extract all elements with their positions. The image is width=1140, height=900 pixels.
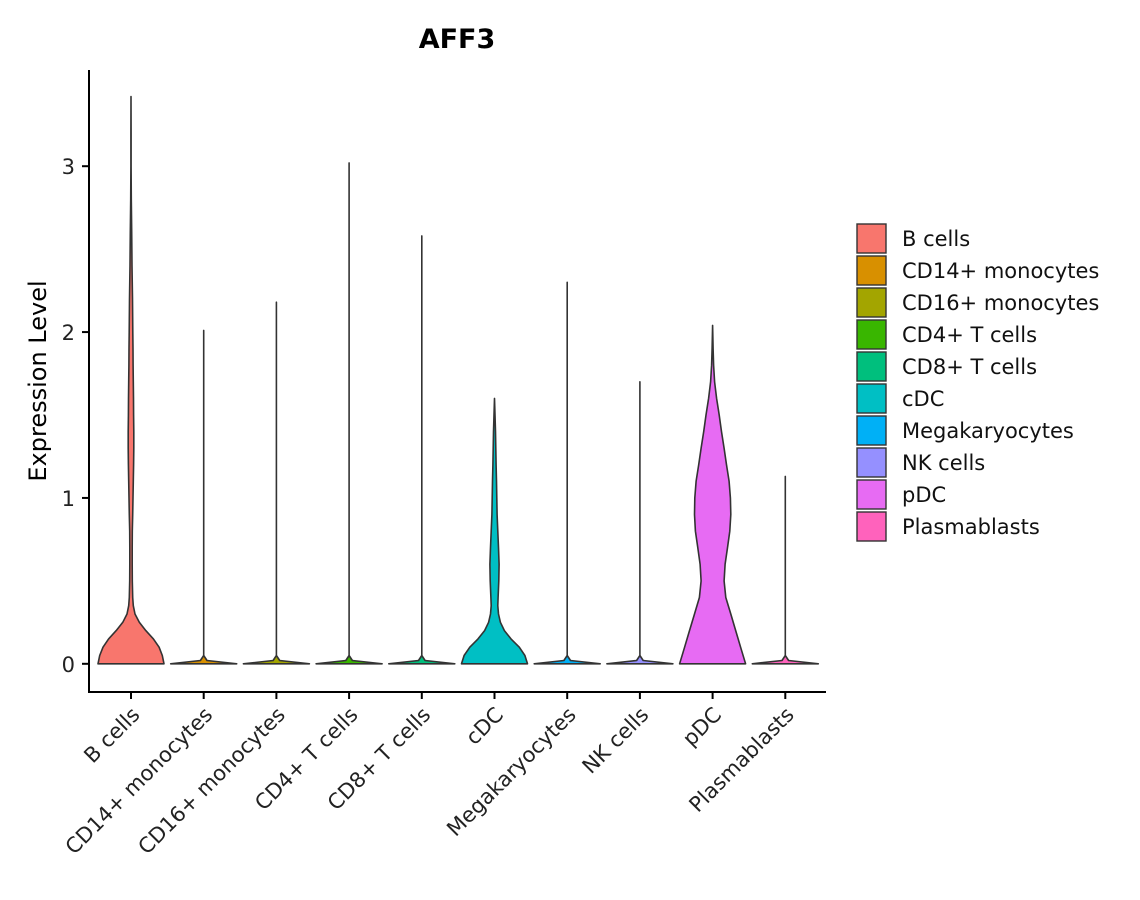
legend-swatch	[856, 319, 887, 350]
x-tick-label: cDC	[461, 703, 508, 750]
legend-swatch	[856, 511, 887, 542]
y-tick-label: 3	[62, 155, 75, 179]
legend: B cells CD14+ monocytes CD16+ monocytes CD4…	[856, 223, 1099, 542]
legend-swatch	[856, 447, 887, 478]
violin-cd16-monocytes	[242, 301, 311, 665]
y-axis-title: Expression Level	[24, 280, 52, 481]
legend-swatch	[856, 351, 887, 382]
x-tick-label: Megakaryocytes	[442, 703, 581, 842]
violin-pdc	[678, 324, 747, 665]
x-tick-label: B cells	[79, 703, 144, 768]
y-tick-label: 0	[62, 653, 75, 677]
legend-swatch	[856, 415, 887, 446]
violin-cd4-t-cells	[315, 162, 383, 665]
violin-megakaryocytes	[533, 281, 601, 665]
legend-label: CD8+ T cells	[902, 355, 1037, 379]
legend-swatch	[856, 255, 887, 286]
violin-cd14-monocytes	[169, 329, 238, 665]
legend-label: pDC	[902, 483, 946, 507]
violin-nk-cells	[606, 381, 674, 665]
legend-swatch	[856, 287, 887, 318]
chart-title: AFF3	[419, 24, 496, 55]
legend-label: CD16+ monocytes	[902, 291, 1099, 315]
violin-cd8-t-cells	[388, 235, 456, 665]
y-tick-label: 2	[62, 321, 75, 345]
legend-swatch	[856, 479, 887, 510]
legend-swatch	[856, 223, 887, 254]
y-tick-label: 1	[62, 487, 75, 511]
legend-label: B cells	[902, 227, 970, 251]
violin-group	[97, 95, 820, 665]
legend-label: CD14+ monocytes	[902, 259, 1099, 283]
violin-cdc	[460, 397, 529, 665]
legend-swatch	[856, 383, 887, 414]
x-tick-label: pDC	[678, 703, 726, 751]
legend-label: Megakaryocytes	[902, 419, 1074, 443]
violin-plasmablasts	[751, 475, 820, 665]
legend-label: CD4+ T cells	[902, 323, 1037, 347]
violin-b-cells	[97, 95, 165, 665]
x-tick-label: NK cells	[578, 703, 654, 779]
legend-label: NK cells	[902, 451, 985, 475]
legend-label: Plasmablasts	[902, 515, 1040, 539]
legend-label: cDC	[902, 387, 944, 411]
